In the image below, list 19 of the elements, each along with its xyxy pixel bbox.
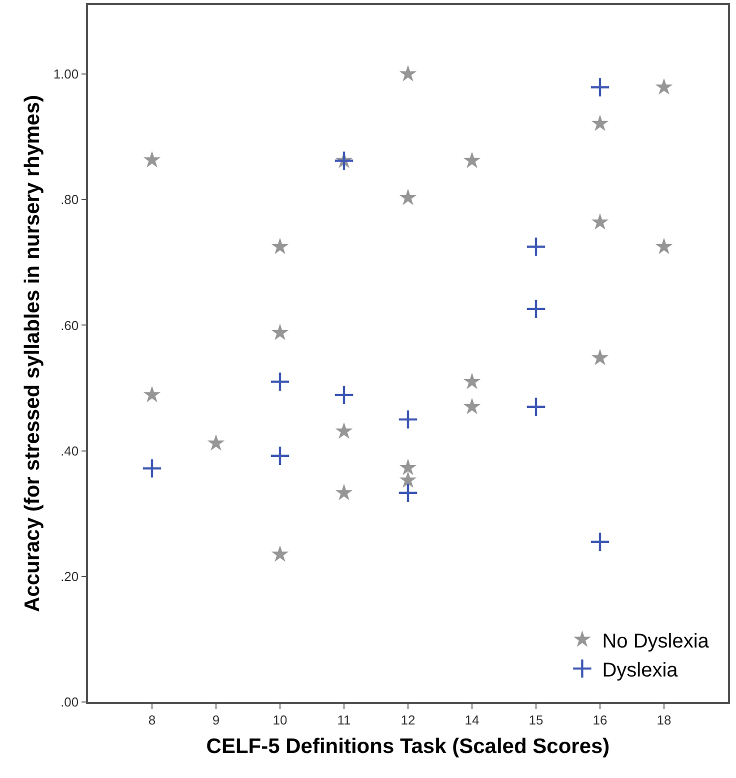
legend-label: Dyslexia xyxy=(602,659,679,682)
x-tick-label: 11 xyxy=(337,712,351,728)
y-tick-label: .40 xyxy=(60,443,79,458)
x-tick-label: 18 xyxy=(656,712,672,728)
x-tick-label: 16 xyxy=(592,712,608,728)
y-tick-label: 1.00 xyxy=(53,66,79,82)
x-tick-label: 10 xyxy=(272,712,288,728)
x-tick-label: 12 xyxy=(400,712,416,728)
y-tick-label: .80 xyxy=(60,192,79,208)
y-axis-title: Accuracy (for stressed syllables in nursery rhymes) xyxy=(20,94,44,612)
x-tick-label: 14 xyxy=(464,712,480,728)
y-tick-label: .60 xyxy=(60,318,79,333)
x-tick-label: 9 xyxy=(212,712,220,728)
y-tick-label: .00 xyxy=(60,694,79,710)
x-axis-title: CELF-5 Definitions Task (Scaled Scores) xyxy=(206,735,610,758)
legend-label: No Dyslexia xyxy=(602,630,710,652)
y-tick-label: .20 xyxy=(60,568,79,584)
x-tick-label: 8 xyxy=(148,712,156,728)
x-tick-label: 15 xyxy=(528,712,544,728)
